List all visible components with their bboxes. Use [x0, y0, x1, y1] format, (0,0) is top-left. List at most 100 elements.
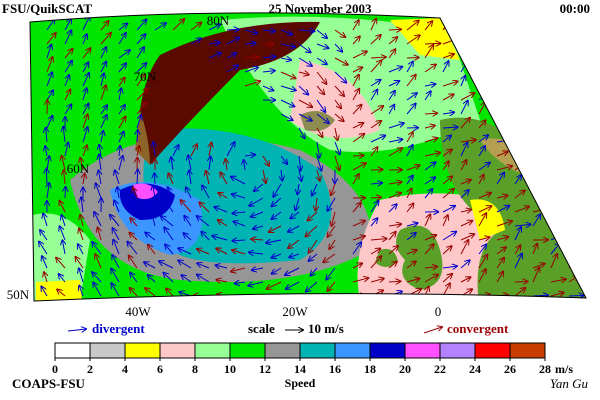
wind-arrow	[164, 227, 174, 241]
wind-arrow	[532, 35, 542, 45]
wind-arrow	[316, 113, 329, 123]
wind-arrow	[568, 146, 577, 157]
colorbar-tick-label: 8	[192, 362, 198, 376]
wind-arrow	[460, 53, 476, 59]
wind-arrow	[311, 267, 318, 276]
wind-arrow	[298, 113, 312, 121]
header-title: FSU/QuikSCAT	[2, 1, 92, 16]
wind-arrow	[424, 214, 430, 227]
colorbar-tick-label: 26	[504, 362, 516, 376]
wind-arrow	[216, 265, 228, 268]
wind-arrow	[299, 155, 301, 170]
wind-arrow	[118, 63, 126, 73]
wind-arrow	[306, 281, 318, 292]
wind-arrow	[587, 95, 600, 100]
wind-arrow	[295, 197, 299, 210]
wind-arrow	[460, 260, 470, 269]
wind-arrow	[188, 155, 191, 171]
wind-arrow	[352, 221, 365, 227]
colorbar: 0 2 4 6 8 10 12 14 16 18 20 22 24 26 28 m/s	[52, 342, 573, 376]
wind-arrow	[478, 245, 486, 255]
wind-arrow	[299, 169, 302, 181]
wind-arrow	[262, 155, 269, 166]
wind-arrow	[442, 176, 452, 185]
wind-arrow	[496, 206, 509, 213]
wind-arrow	[234, 296, 246, 298]
wind-arrow	[290, 211, 300, 218]
wind-arrow	[137, 170, 138, 185]
wind-arrow	[168, 187, 174, 199]
wind-arrow	[233, 222, 246, 227]
wind-arrow	[46, 90, 53, 101]
wind-arrow	[388, 29, 401, 30]
wind-arrow	[244, 67, 258, 73]
wind-arrow	[460, 180, 471, 184]
wind-arrow	[98, 228, 101, 241]
wind-arrow	[442, 215, 448, 227]
wind-arrow	[82, 16, 90, 31]
wind-arrow	[496, 34, 508, 45]
wind-arrow	[478, 120, 486, 129]
wind-arrow	[189, 170, 191, 185]
wind-arrow	[424, 21, 432, 31]
wind-arrow	[550, 113, 565, 114]
colorbar-segment	[159, 342, 196, 359]
wind-arrow	[532, 154, 549, 156]
wind-arrow	[550, 191, 561, 199]
wind-arrow	[568, 230, 579, 241]
wind-arrow	[60, 226, 66, 241]
wind-arrow	[352, 203, 361, 213]
wind-arrow	[82, 104, 89, 115]
wind-arrow	[478, 146, 485, 157]
wind-arrow	[244, 30, 257, 33]
wind-arrow	[442, 127, 458, 128]
wind-arrow	[478, 61, 485, 73]
wind-arrow	[388, 81, 399, 87]
wind-arrow	[496, 113, 508, 114]
wind-arrow	[212, 236, 228, 241]
wind-arrow	[424, 177, 435, 185]
wind-arrow	[76, 257, 84, 269]
wind-arrow	[388, 91, 395, 101]
wind-arrow	[94, 212, 102, 227]
wind-arrow	[587, 189, 596, 198]
wind-arrow	[82, 73, 89, 87]
wind-arrow	[496, 152, 508, 157]
wind-arrow	[424, 45, 433, 59]
colorbar-segment	[264, 342, 301, 359]
wind-arrow	[370, 201, 379, 213]
wind-arrow	[424, 91, 431, 101]
wind-arrow	[218, 220, 228, 227]
wind-arrow	[568, 65, 578, 73]
wind-arrow	[39, 242, 48, 255]
wind-arrow	[208, 42, 220, 44]
wind-arrow	[249, 252, 264, 254]
wind-arrow	[550, 21, 563, 31]
wind-arrow	[496, 247, 506, 255]
wind-arrow	[550, 84, 565, 86]
colorbar-segment	[124, 342, 161, 359]
wind-arrow	[334, 29, 345, 37]
wind-arrow	[100, 47, 106, 59]
wind-arrow	[267, 281, 282, 289]
wind-arrow	[316, 71, 326, 84]
wind-arrow	[232, 240, 246, 241]
wind-arrow	[388, 204, 397, 213]
wind-arrow	[316, 43, 328, 48]
wind-arrow	[442, 161, 449, 171]
wind-arrow	[235, 282, 246, 283]
colorbar-segment	[369, 342, 406, 359]
wind-arrow	[41, 287, 48, 297]
wind-arrow	[148, 275, 156, 283]
wind-arrow	[496, 166, 512, 171]
wind-arrow	[136, 102, 146, 115]
wind-arrow	[442, 232, 456, 241]
wind-arrow	[46, 72, 52, 87]
wind-arrow	[568, 216, 577, 227]
wind-arrow	[281, 169, 282, 181]
wind-arrow	[184, 216, 192, 227]
wind-arrow	[100, 105, 107, 115]
wind-arrow	[370, 121, 381, 129]
wind-arrow	[129, 256, 138, 269]
wind-arrow	[442, 61, 449, 73]
